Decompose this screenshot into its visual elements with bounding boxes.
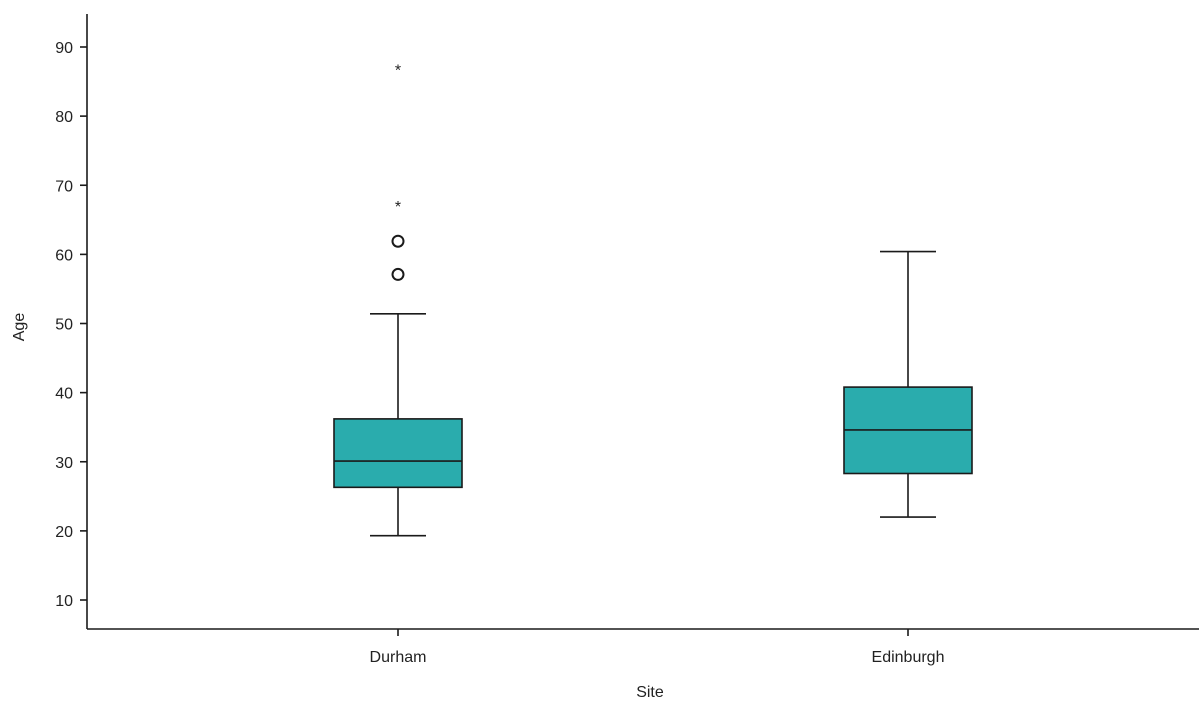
y-tick-label: 40 xyxy=(55,386,73,403)
extreme-outlier-point: * xyxy=(395,62,401,79)
x-tick-label-edinburgh: Edinburgh xyxy=(872,649,945,666)
y-tick-label: 30 xyxy=(55,455,73,472)
iqr-box xyxy=(333,418,463,489)
y-tick-label: 60 xyxy=(55,247,73,264)
box-group-edinburgh xyxy=(843,250,973,518)
box-group-durham: ** xyxy=(333,62,463,537)
x-tick-label-durham: Durham xyxy=(370,649,427,666)
y-tick-label: 90 xyxy=(55,40,73,57)
extreme-outlier-point: * xyxy=(395,199,401,216)
y-tick-label: 20 xyxy=(55,524,73,541)
y-tick-label: 80 xyxy=(55,109,73,126)
x-axis: Durham Edinburgh xyxy=(87,628,1199,666)
outlier-point xyxy=(391,267,405,281)
y-tick-label: 10 xyxy=(55,593,73,610)
y-tick-label: 70 xyxy=(55,178,73,195)
y-tick-label: 50 xyxy=(55,317,73,334)
x-axis-title: Site xyxy=(636,684,664,701)
outlier-point xyxy=(391,234,405,248)
y-axis: 10 20 30 40 50 60 70 80 90 xyxy=(55,14,88,629)
y-axis-title: Age xyxy=(11,313,28,342)
plot-area: ** xyxy=(333,62,973,537)
